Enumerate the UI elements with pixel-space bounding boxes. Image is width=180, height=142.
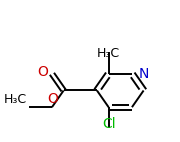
- Text: O: O: [47, 92, 58, 106]
- Text: O: O: [37, 65, 48, 79]
- Text: H₃C: H₃C: [4, 93, 27, 106]
- Text: Cl: Cl: [102, 117, 115, 131]
- Text: H₃C: H₃C: [97, 47, 120, 60]
- Text: N: N: [139, 67, 149, 81]
